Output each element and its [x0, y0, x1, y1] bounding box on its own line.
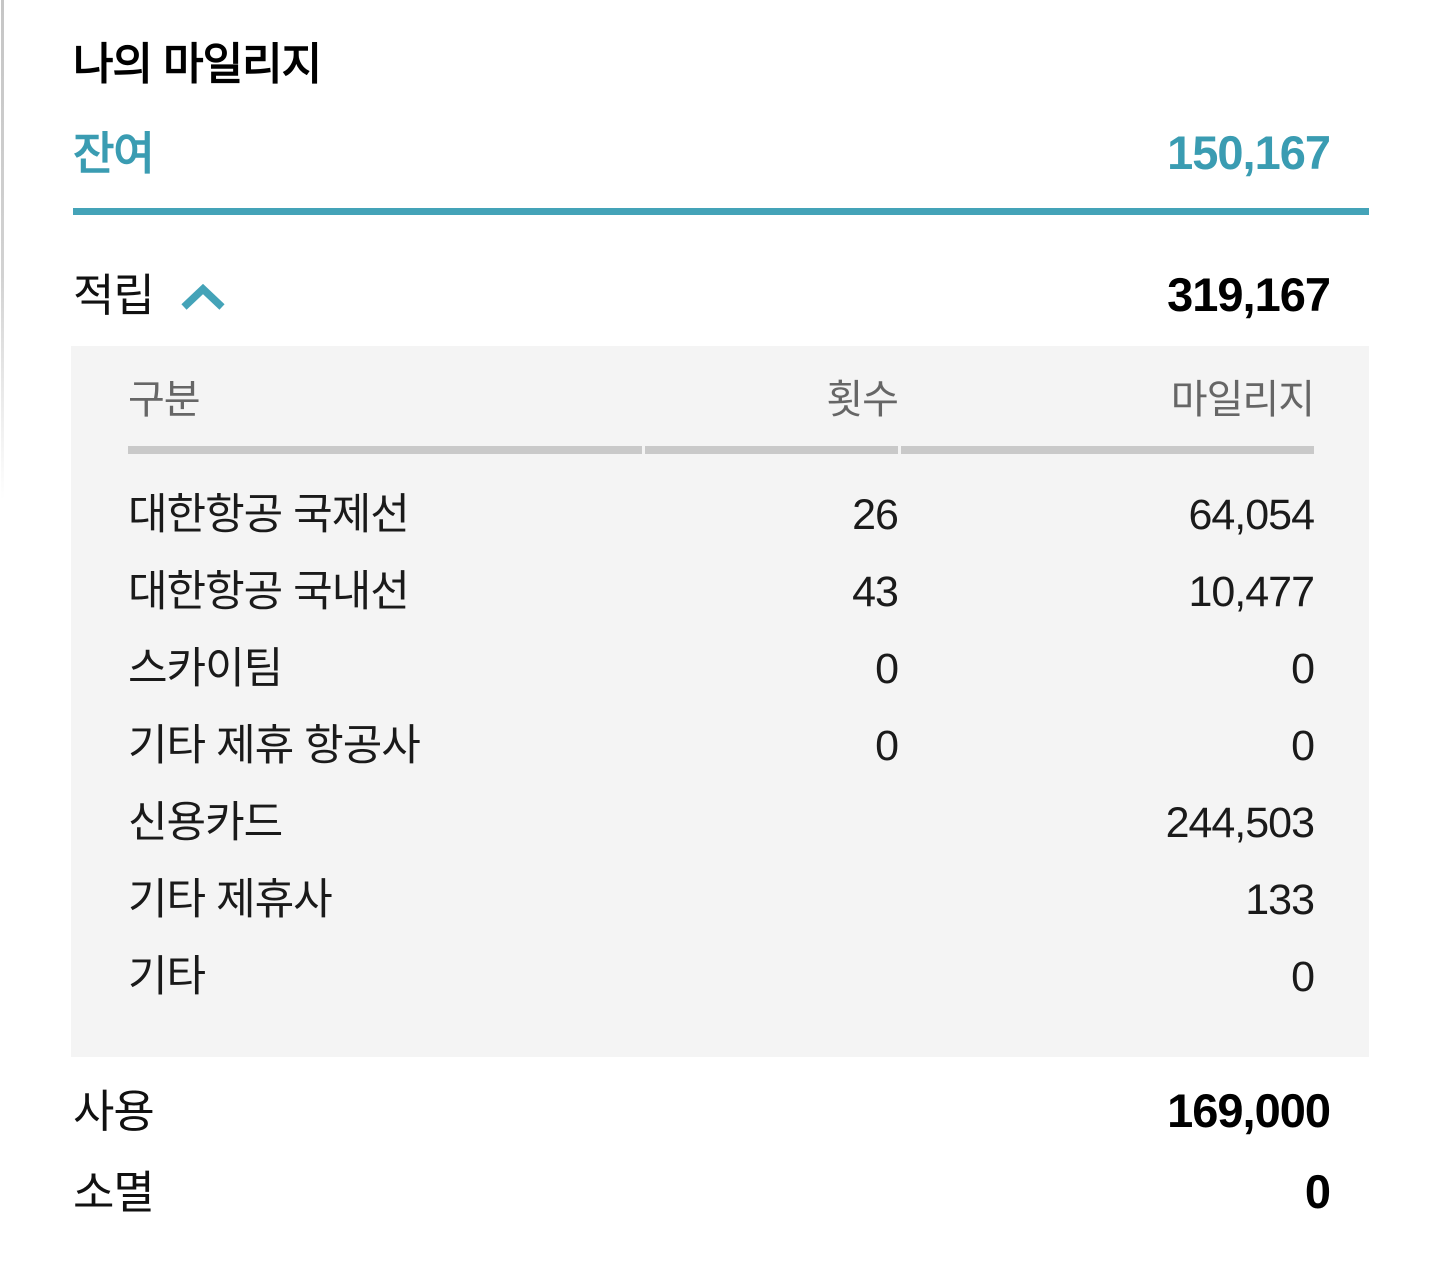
remaining-mileage-row: 잔여 150,167 — [73, 127, 1369, 180]
table-cell-mileage: 0 — [1291, 645, 1314, 693]
table-cell-category: 대한항공 국제선 — [128, 491, 410, 539]
section-divider — [73, 208, 1369, 215]
earned-label-group[interactable]: 적립 — [73, 270, 226, 322]
table-cell-count — [645, 848, 898, 925]
mileage-summary-card: 나의 마일리지 잔여 150,167 적립 319,167 구분 횟수 마일리지… — [71, 0, 1369, 1219]
table-cell-category: 기타 제휴사 — [128, 876, 333, 924]
table-cell-mileage: 133 — [1245, 876, 1314, 924]
used-value: 169,000 — [1167, 1084, 1331, 1137]
page-title: 나의 마일리지 — [73, 40, 322, 89]
table-cell-mileage: 0 — [1291, 722, 1314, 770]
left-edge-divider — [1, 0, 4, 500]
table-cell-mileage: 10,477 — [1188, 568, 1314, 616]
earned-value: 319,167 — [1167, 268, 1331, 321]
earned-detail-panel: 구분 횟수 마일리지 대한항공 국제선 26 64,054 대한항공 국내선 43 10,… — [71, 346, 1369, 1057]
table-cell-count — [645, 925, 898, 1002]
table-cell-count: 26 — [852, 491, 898, 539]
table-row: 기타 제휴사 133 — [128, 848, 1314, 925]
remaining-label: 잔여 — [73, 128, 155, 179]
used-label: 사용 — [73, 1086, 155, 1137]
table-cell-count: 43 — [852, 568, 898, 616]
used-mileage-row: 사용 169,000 — [73, 1085, 1369, 1138]
table-row: 대한항공 국내선 43 10,477 — [128, 540, 1314, 617]
expired-mileage-row: 소멸 0 — [73, 1166, 1369, 1219]
table-cell-category: 기타 제휴 항공사 — [128, 722, 421, 770]
column-header-category: 구분 — [128, 375, 643, 454]
table-cell-category: 기타 — [128, 953, 206, 1001]
table-cell-count: 0 — [875, 722, 898, 770]
column-header-mileage: 마일리지 — [900, 375, 1315, 454]
table-cell-mileage: 0 — [1291, 953, 1314, 1001]
table-row: 기타 제휴 항공사 0 0 — [128, 694, 1314, 771]
chevron-up-icon[interactable] — [180, 284, 226, 312]
table-cell-mileage: 244,503 — [1165, 799, 1314, 847]
earned-label: 적립 — [73, 270, 155, 321]
expired-label: 소멸 — [73, 1167, 155, 1218]
table-row: 스카이팀 0 0 — [128, 617, 1314, 694]
table-cell-category: 스카이팀 — [128, 645, 283, 693]
remaining-value: 150,167 — [1167, 126, 1331, 179]
table-row: 기타 0 — [128, 925, 1314, 1002]
table-row: 대한항공 국제선 26 64,054 — [128, 454, 1314, 540]
table-cell-count: 0 — [875, 645, 898, 693]
table-row: 신용카드 244,503 — [128, 771, 1314, 848]
table-cell-mileage: 64,054 — [1188, 491, 1314, 539]
earned-mileage-toggle-row[interactable]: 적립 319,167 — [73, 269, 1369, 322]
earned-detail-table: 구분 횟수 마일리지 대한항공 국제선 26 64,054 대한항공 국내선 43 10,… — [125, 375, 1317, 1002]
earned-table-body: 대한항공 국제선 26 64,054 대한항공 국내선 43 10,477 스카이팀 0 0 기타… — [128, 454, 1314, 1002]
table-cell-category: 신용카드 — [128, 799, 283, 847]
table-header-row: 구분 횟수 마일리지 — [128, 375, 1315, 454]
column-header-count: 횟수 — [645, 375, 899, 454]
table-cell-category: 대한항공 국내선 — [128, 568, 410, 616]
table-cell-count — [645, 771, 898, 848]
expired-value: 0 — [1304, 1165, 1331, 1218]
